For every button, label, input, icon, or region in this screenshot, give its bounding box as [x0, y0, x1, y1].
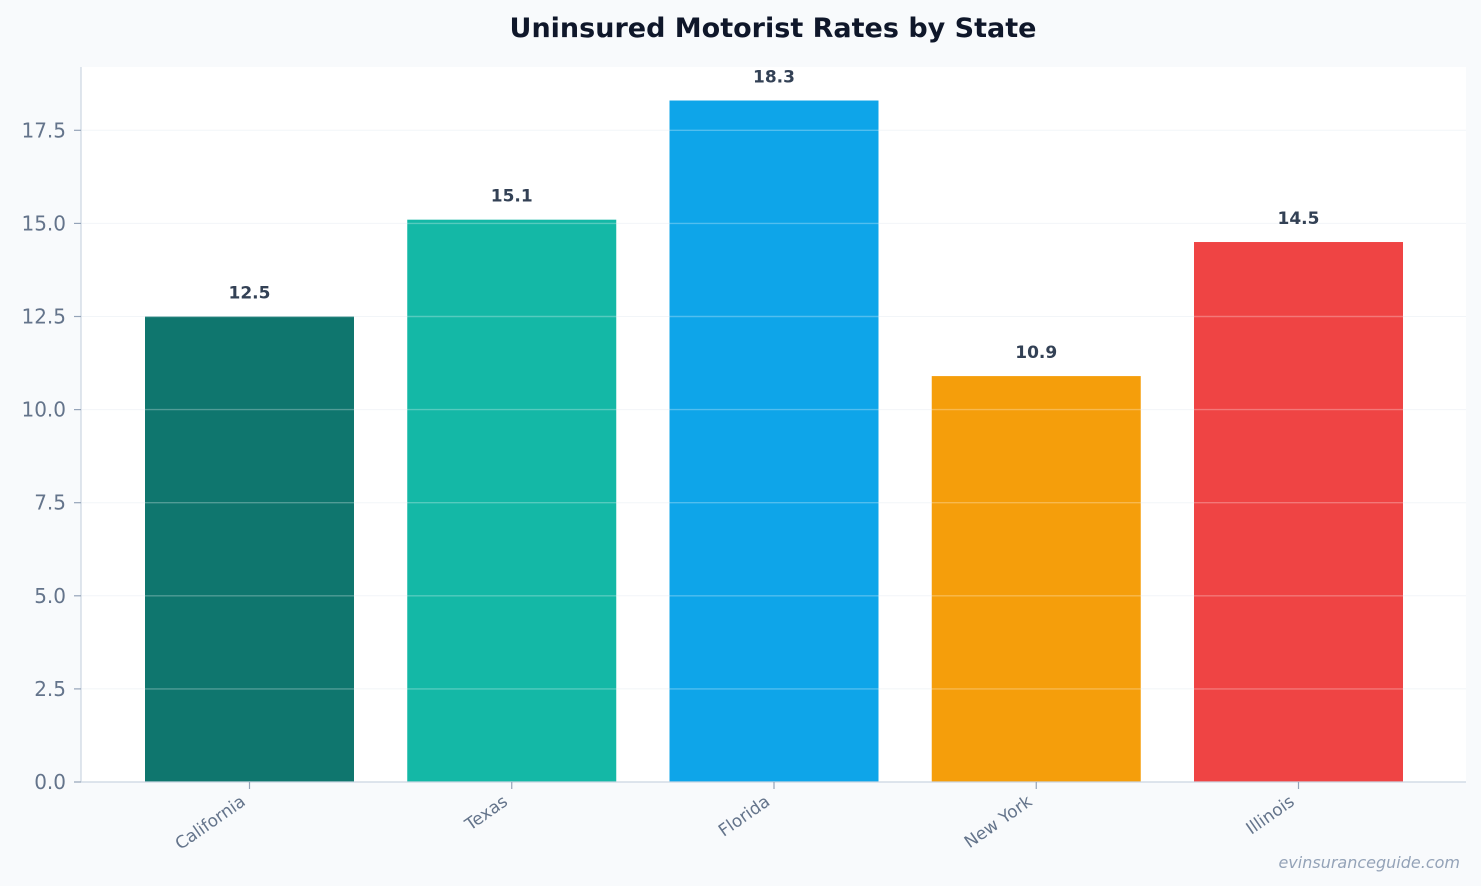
watermark: evinsuranceguide.com — [1278, 853, 1460, 872]
bar-california — [145, 316, 354, 782]
y-tick-label: 17.5 — [21, 118, 66, 142]
value-labels: 12.5 15.1 18.3 10.9 14.5 — [229, 68, 1320, 364]
x-tick-label: Texas — [461, 792, 512, 836]
y-tick-label: 5.0 — [34, 584, 66, 608]
y-tick-label: 0.0 — [34, 770, 66, 794]
x-tick-label: Florida — [715, 792, 774, 842]
x-tick-label: New York — [961, 792, 1036, 853]
x-tick-label: Illinois — [1243, 792, 1299, 839]
x-tick-label: California — [172, 792, 250, 855]
chart-title: Uninsured Motorist Rates by State — [510, 13, 1037, 44]
value-label: 12.5 — [229, 284, 271, 304]
y-tick-label: 2.5 — [34, 677, 66, 701]
value-label: 10.9 — [1015, 343, 1057, 363]
bar-texas — [407, 219, 617, 782]
y-tick-label: 7.5 — [34, 491, 66, 515]
y-axis-ticks: 0.0 2.5 5.0 7.5 10.0 12.5 15.0 17.5 — [21, 118, 81, 794]
value-label: 18.3 — [753, 68, 795, 88]
x-axis-ticks: California Texas Florida New York Illinois — [172, 782, 1300, 855]
gridlines-over-bars — [81, 129, 1466, 690]
value-label: 14.5 — [1278, 209, 1320, 229]
bar-new-york — [931, 376, 1141, 782]
bar-illinois — [1194, 242, 1403, 782]
y-tick-label: 12.5 — [21, 305, 66, 329]
value-label: 15.1 — [491, 187, 533, 207]
y-tick-label: 10.0 — [21, 398, 66, 422]
bars — [145, 100, 1403, 782]
y-tick-label: 15.0 — [21, 211, 66, 235]
bar-florida — [669, 100, 879, 782]
